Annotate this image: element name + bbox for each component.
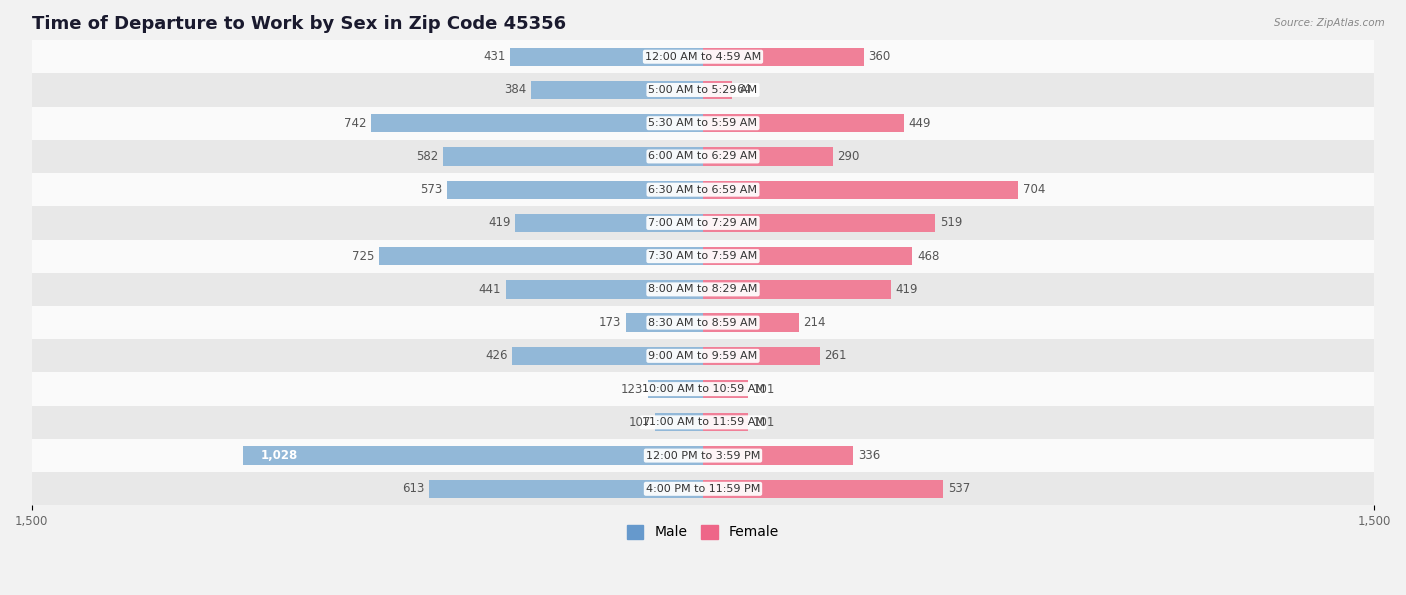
Text: 290: 290 [837, 150, 859, 163]
Bar [703, 180, 1018, 199]
Text: 431: 431 [484, 50, 506, 63]
Text: 12:00 AM to 4:59 AM: 12:00 AM to 4:59 AM [645, 52, 761, 62]
Text: 101: 101 [752, 383, 775, 396]
Text: 519: 519 [939, 217, 962, 230]
Bar [655, 413, 703, 431]
Bar [512, 347, 703, 365]
Bar [648, 380, 703, 398]
Bar [371, 114, 703, 132]
Bar [378, 247, 703, 265]
Bar [703, 413, 748, 431]
Bar [703, 247, 912, 265]
Text: 573: 573 [420, 183, 441, 196]
Text: 9:00 AM to 9:59 AM: 9:00 AM to 9:59 AM [648, 351, 758, 361]
Text: 8:30 AM to 8:59 AM: 8:30 AM to 8:59 AM [648, 318, 758, 328]
Text: 384: 384 [505, 83, 527, 96]
Text: 725: 725 [352, 250, 374, 262]
Text: Source: ZipAtlas.com: Source: ZipAtlas.com [1274, 18, 1385, 28]
Text: 613: 613 [402, 483, 425, 495]
Text: 441: 441 [478, 283, 501, 296]
Text: 4:00 PM to 11:59 PM: 4:00 PM to 11:59 PM [645, 484, 761, 494]
Text: 7:00 AM to 7:29 AM: 7:00 AM to 7:29 AM [648, 218, 758, 228]
Text: 6:00 AM to 6:29 AM: 6:00 AM to 6:29 AM [648, 152, 758, 161]
Bar [32, 439, 1374, 472]
Text: 5:30 AM to 5:59 AM: 5:30 AM to 5:59 AM [648, 118, 758, 128]
Bar [32, 73, 1374, 107]
Legend: Male, Female: Male, Female [621, 519, 785, 545]
Text: 537: 537 [948, 483, 970, 495]
Bar [429, 480, 703, 498]
Text: 12:00 PM to 3:59 PM: 12:00 PM to 3:59 PM [645, 450, 761, 461]
Bar [703, 314, 799, 332]
Bar [703, 214, 935, 232]
Text: 704: 704 [1022, 183, 1045, 196]
Bar [243, 446, 703, 465]
Text: 360: 360 [869, 50, 891, 63]
Text: 214: 214 [803, 316, 825, 329]
Bar [703, 81, 731, 99]
Bar [703, 380, 748, 398]
Text: 107: 107 [628, 416, 651, 429]
Text: 8:00 AM to 8:29 AM: 8:00 AM to 8:29 AM [648, 284, 758, 295]
Text: 7:30 AM to 7:59 AM: 7:30 AM to 7:59 AM [648, 251, 758, 261]
Bar [510, 48, 703, 66]
Bar [703, 280, 890, 299]
Text: Time of Departure to Work by Sex in Zip Code 45356: Time of Departure to Work by Sex in Zip … [32, 15, 565, 33]
Bar [703, 347, 820, 365]
Text: 64: 64 [737, 83, 751, 96]
Bar [626, 314, 703, 332]
Bar [32, 306, 1374, 339]
Text: 419: 419 [896, 283, 918, 296]
Bar [32, 140, 1374, 173]
Text: 449: 449 [908, 117, 931, 130]
Text: 173: 173 [599, 316, 621, 329]
Bar [32, 472, 1374, 505]
Text: 419: 419 [488, 217, 510, 230]
Bar [32, 173, 1374, 206]
Bar [32, 339, 1374, 372]
Text: 1,028: 1,028 [262, 449, 298, 462]
Text: 582: 582 [416, 150, 439, 163]
Text: 426: 426 [485, 349, 508, 362]
Bar [32, 273, 1374, 306]
Text: 742: 742 [344, 117, 367, 130]
Text: 468: 468 [917, 250, 939, 262]
Text: 336: 336 [858, 449, 880, 462]
Bar [32, 206, 1374, 240]
Bar [531, 81, 703, 99]
Bar [703, 114, 904, 132]
Bar [32, 406, 1374, 439]
Text: 6:30 AM to 6:59 AM: 6:30 AM to 6:59 AM [648, 184, 758, 195]
Bar [32, 107, 1374, 140]
Bar [32, 40, 1374, 73]
Text: 123: 123 [621, 383, 644, 396]
Bar [447, 180, 703, 199]
Text: 10:00 AM to 10:59 AM: 10:00 AM to 10:59 AM [641, 384, 765, 394]
Bar [32, 372, 1374, 406]
Text: 5:00 AM to 5:29 AM: 5:00 AM to 5:29 AM [648, 85, 758, 95]
Text: 101: 101 [752, 416, 775, 429]
Bar [703, 446, 853, 465]
Text: 11:00 AM to 11:59 AM: 11:00 AM to 11:59 AM [641, 417, 765, 427]
Bar [32, 240, 1374, 273]
Bar [703, 48, 865, 66]
Bar [703, 148, 832, 165]
Bar [443, 148, 703, 165]
Bar [506, 280, 703, 299]
Bar [516, 214, 703, 232]
Bar [703, 480, 943, 498]
Text: 261: 261 [824, 349, 846, 362]
